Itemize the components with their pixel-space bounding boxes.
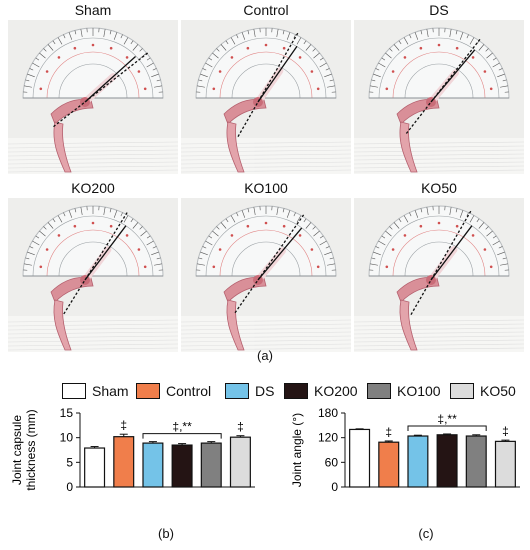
angle-bar-ko50 [494, 440, 516, 488]
reference-dotted-line [53, 52, 149, 128]
panel-title-ko50: KO50 [421, 180, 457, 196]
chart-joint-capsule-thickness: 0 5 10 15 Joint capsulethickness (mm) ‡ ‡ ‡,** [10, 406, 255, 494]
measurement-solid-line [430, 49, 476, 103]
legend-item-sham: Sham [62, 381, 129, 401]
angle-bar-ko100 [465, 435, 487, 488]
paper-towel [354, 138, 524, 174]
legend-item-control: Control [136, 381, 211, 401]
figure-label-c: (c) [418, 526, 434, 541]
reference-dotted-line [63, 211, 128, 315]
paper-towel [8, 138, 178, 174]
legend-label-ko50: KO50 [480, 383, 516, 399]
angle-group-significance: ‡,** [437, 412, 457, 426]
measurement-solid-line [84, 56, 136, 103]
thickness-ytick-label: 10 [60, 431, 74, 445]
leg-tissue [53, 121, 72, 173]
panel-title-control: Control [243, 2, 289, 18]
photo-ko100 [181, 198, 351, 352]
protractor [195, 205, 337, 277]
thickness-bar-sham [84, 447, 106, 488]
legend-item-ko200: KO200 [284, 381, 358, 401]
angle-group-bracket [407, 425, 487, 431]
thickness-ylabel: Joint capsulethickness (mm) [10, 409, 38, 490]
legend-swatch-control [136, 383, 160, 399]
measurement-solid-line [84, 225, 127, 281]
legend-label-ko200: KO200 [314, 383, 358, 399]
measurement-solid-line [430, 225, 473, 281]
paper-towel [8, 316, 178, 352]
angle-bar-ko200 [436, 434, 458, 488]
legend-item-ko100: KO100 [367, 381, 441, 401]
reference-dotted-line [237, 32, 299, 137]
angle-bar-control [378, 441, 400, 488]
measurement-solid-line [257, 227, 303, 281]
legend-item-ds: DS [225, 381, 274, 401]
angle-ytick-label: 180 [318, 406, 338, 420]
reference-dotted-line [234, 214, 305, 314]
angle-ytick-label: 60 [325, 455, 339, 469]
leg-tissue [399, 299, 418, 351]
protractor [368, 205, 510, 277]
thickness-group-bracket [142, 433, 222, 439]
paper-towel [181, 316, 351, 352]
thickness-bar-ko50 [229, 436, 251, 488]
photo-ds [354, 20, 524, 174]
protractor [368, 27, 510, 99]
leg-tissue [226, 121, 245, 173]
legend-swatch-ds [225, 383, 249, 399]
figure-label-a: (a) [257, 348, 273, 363]
angle-bar-ds [407, 435, 429, 488]
legend-label-sham: Sham [92, 383, 129, 399]
legend-swatch-sham [62, 383, 86, 399]
legend-label-ko100: KO100 [397, 383, 441, 399]
angle-significance-mark: ‡ [385, 425, 392, 439]
angle-bar-sham [349, 428, 371, 488]
thickness-group-significance: ‡,** [172, 420, 192, 434]
panel-title-sham: Sham [74, 2, 112, 18]
chart-joint-angle: 0 60 120 180 Joint angle (°) ‡ ‡ ‡,** [290, 406, 520, 494]
protractor [22, 27, 164, 99]
thickness-bar-ko100 [200, 442, 222, 488]
legend-swatch-ko200 [284, 383, 308, 399]
panel-title-ds: DS [429, 2, 449, 18]
photo-ko50 [354, 198, 524, 352]
leg-tissue [399, 121, 418, 173]
reference-dotted-line [405, 38, 481, 134]
photo-ko200 [8, 198, 178, 352]
legend-swatch-ko50 [450, 383, 474, 399]
leg-tissue [53, 299, 72, 351]
paper-towel [354, 316, 524, 352]
reference-dotted-line [410, 210, 472, 315]
angle-ylabel: Joint angle (°) [290, 413, 304, 487]
angle-significance-mark: ‡ [502, 424, 509, 438]
chart-legend: Sham Control DS KO200 KO100 KO50 [62, 381, 530, 403]
legend-item-ko50: KO50 [450, 381, 516, 401]
measurement-solid-line [257, 45, 298, 103]
thickness-bar-ds [142, 442, 164, 488]
protractor [195, 27, 337, 99]
thickness-ytick-label: 0 [66, 480, 73, 494]
legend-swatch-ko100 [367, 383, 391, 399]
legend-label-ds: DS [255, 383, 275, 399]
panel-title-ko100: KO100 [244, 180, 288, 196]
thickness-bar-control [113, 436, 135, 488]
photo-sham [8, 20, 178, 174]
angle-ytick-label: 120 [318, 431, 338, 445]
thickness-significance-mark: ‡ [120, 418, 127, 432]
legend-label-control: Control [166, 383, 212, 399]
protractor [22, 205, 164, 277]
thickness-ytick-label: 5 [66, 455, 73, 469]
photo-control [181, 20, 351, 174]
thickness-bar-ko200 [171, 444, 193, 488]
thickness-ytick-label: 15 [60, 406, 74, 420]
panel-title-ko200: KO200 [71, 180, 115, 196]
figure-label-b: (b) [158, 526, 174, 541]
thickness-significance-mark: ‡ [237, 420, 244, 434]
paper-towel [181, 138, 351, 174]
angle-ytick-label: 0 [331, 480, 338, 494]
